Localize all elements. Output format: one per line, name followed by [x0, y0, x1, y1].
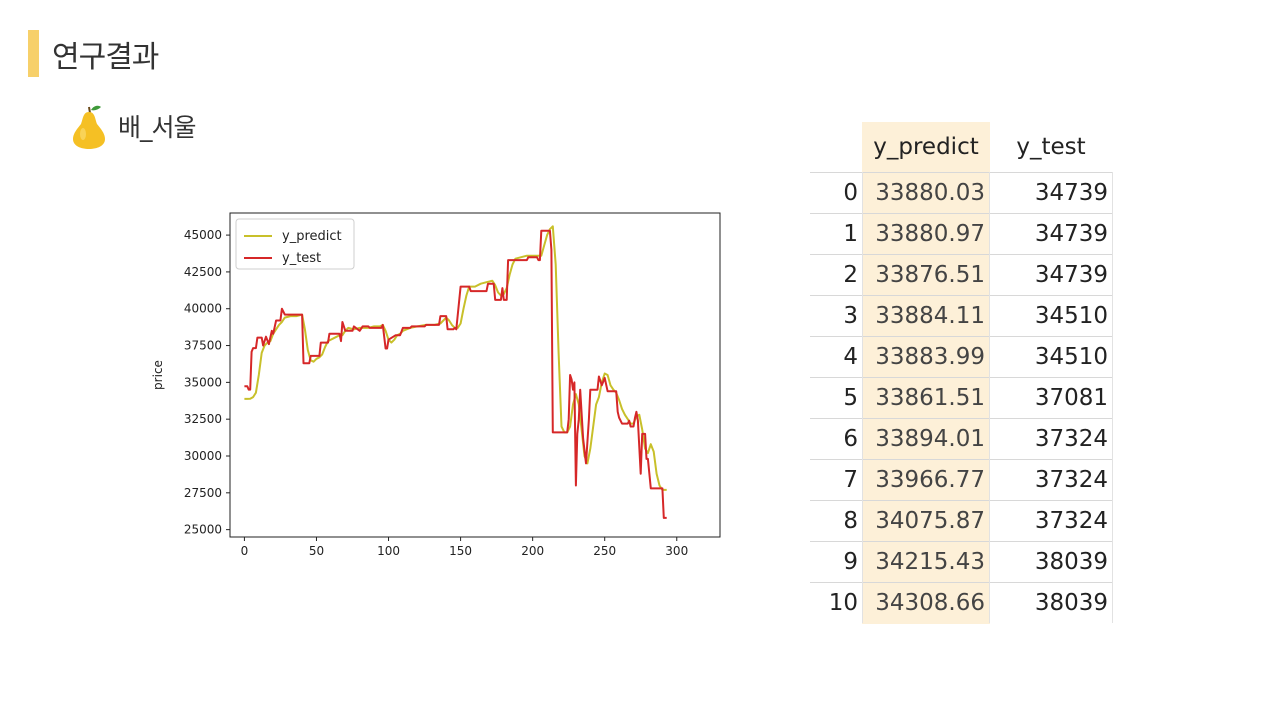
cell-y-predict: 33876.51 — [862, 254, 990, 296]
x-tick-label: 150 — [449, 544, 472, 558]
table-row: 3 33884.11 34510 — [810, 295, 1113, 337]
y-tick-label: 27500 — [184, 486, 222, 500]
x-tick-label: 50 — [309, 544, 324, 558]
x-tick-label: 250 — [593, 544, 616, 558]
row-index: 3 — [810, 295, 863, 337]
data-table: y_predict y_test 0 33880.03 34739 1 33880.97… — [810, 122, 1113, 623]
y-tick-label: 37500 — [184, 339, 222, 353]
plot-frame — [229, 212, 721, 538]
y-axis-label: price — [151, 360, 165, 390]
row-index: 10 — [810, 582, 863, 623]
cell-y-test: 37324 — [989, 418, 1113, 460]
table-row: 7 33966.77 37324 — [810, 459, 1113, 501]
table-row: 6 33894.01 37324 — [810, 418, 1113, 460]
table-body: 0 33880.03 34739 1 33880.97 34739 2 33876.51 347… — [810, 172, 1113, 623]
table-row: 0 33880.03 34739 — [810, 172, 1113, 214]
page-title: 연구결과 — [52, 40, 159, 75]
cell-y-test: 37324 — [989, 500, 1113, 542]
cell-y-test: 34739 — [989, 254, 1113, 296]
series-line-y-test — [244, 229, 667, 519]
cell-y-predict: 33861.51 — [862, 377, 990, 419]
cell-y-test: 34510 — [989, 295, 1113, 337]
y-tick-label: 32500 — [184, 412, 222, 426]
line-chart-svg: 0 50 100 150 200 250 300 25000 27500 30000 32500 35… — [151, 212, 721, 558]
table-row: 2 33876.51 34739 — [810, 254, 1113, 296]
title-accent-bar — [28, 30, 39, 77]
section-heading: 배_서울 — [70, 102, 197, 150]
header-index — [810, 122, 863, 173]
cell-y-predict: 33884.11 — [862, 295, 990, 337]
cell-y-test: 38039 — [989, 582, 1113, 623]
row-index: 5 — [810, 377, 863, 419]
section-label: 배_서울 — [118, 113, 197, 142]
x-tick-label: 100 — [377, 544, 400, 558]
y-tick-label: 30000 — [184, 449, 222, 463]
table-row: 9 34215.43 38039 — [810, 541, 1113, 583]
cell-y-predict: 33880.97 — [862, 213, 990, 255]
table-row: 8 34075.87 37324 — [810, 500, 1113, 542]
table-row: 10 34308.66 38039 — [810, 582, 1113, 623]
y-tick-label: 42500 — [184, 265, 222, 279]
x-tick-label: 300 — [665, 544, 688, 558]
table-row: 1 33880.97 34739 — [810, 213, 1113, 255]
row-index: 7 — [810, 459, 863, 501]
cell-y-test: 34510 — [989, 336, 1113, 378]
legend-label: y_predict — [282, 229, 342, 244]
results-table: y_predict y_test 0 33880.03 34739 1 33880.97… — [810, 122, 1113, 624]
cell-y-predict: 33883.99 — [862, 336, 990, 378]
table-row: 5 33861.51 37081 — [810, 377, 1113, 419]
cell-y-test: 38039 — [989, 541, 1113, 583]
pear-icon — [73, 105, 105, 149]
cell-y-test: 34739 — [989, 172, 1113, 214]
row-index: 4 — [810, 336, 863, 378]
price-chart: 0 50 100 150 200 250 300 25000 27500 30000 32500 35… — [140, 200, 740, 564]
cell-y-predict: 33880.03 — [862, 172, 990, 214]
y-tick-label: 35000 — [184, 375, 222, 389]
row-index: 0 — [810, 172, 863, 214]
series-lines — [244, 225, 667, 519]
legend: y_predict y_test — [235, 218, 355, 270]
table-row: 4 33883.99 34510 — [810, 336, 1113, 378]
row-index: 2 — [810, 254, 863, 296]
cell-y-predict: 33894.01 — [862, 418, 990, 460]
cell-y-predict: 34308.66 — [862, 582, 990, 623]
cell-y-predict: 34075.87 — [862, 500, 990, 542]
axes: 0 50 100 150 200 250 300 25000 27500 30000 32500 35… — [151, 212, 721, 558]
cell-y-predict: 34215.43 — [862, 541, 990, 583]
row-index: 9 — [810, 541, 863, 583]
cell-y-predict: 33966.77 — [862, 459, 990, 501]
legend-label: y_test — [282, 251, 321, 266]
y-tick-label: 25000 — [184, 523, 222, 537]
header-y-test: y_test — [1016, 134, 1086, 160]
legend-box — [235, 218, 355, 270]
row-index: 8 — [810, 500, 863, 542]
x-tick-label: 0 — [241, 544, 249, 558]
row-index: 6 — [810, 418, 863, 460]
row-index: 1 — [810, 213, 863, 255]
header-y-predict: y_predict — [873, 134, 979, 160]
x-tick-label: 200 — [521, 544, 544, 558]
y-tick-label: 40000 — [184, 302, 222, 316]
cell-y-test: 37324 — [989, 459, 1113, 501]
cell-y-test: 34739 — [989, 213, 1113, 255]
cell-y-test: 37081 — [989, 377, 1113, 419]
table-header-row: y_predict y_test — [810, 122, 1113, 173]
y-tick-label: 45000 — [184, 228, 222, 242]
